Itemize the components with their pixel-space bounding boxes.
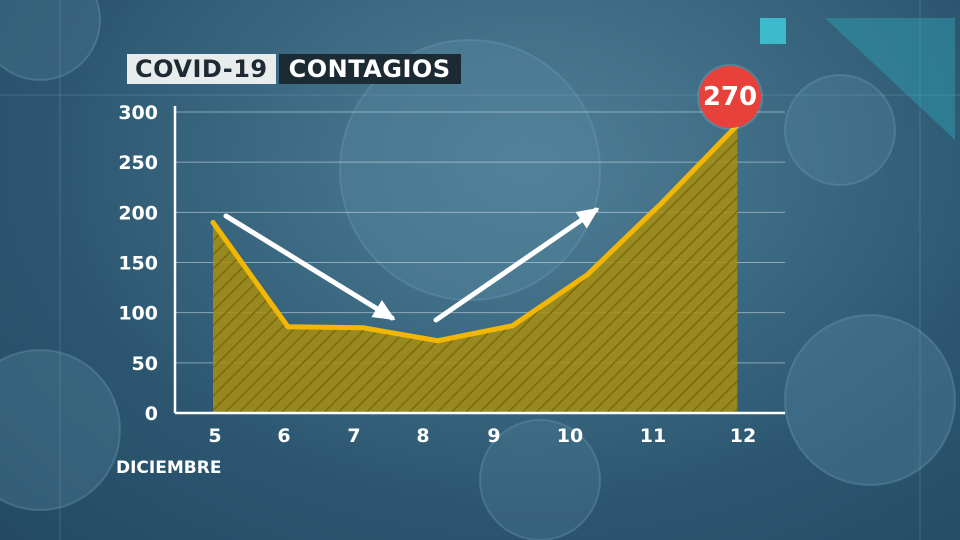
x-axis-label: DICIEMBRE [116, 458, 222, 478]
y-tick-label: 0 [145, 403, 158, 425]
chart-title: COVID-19 CONTAGIOS [127, 54, 461, 84]
y-tick-label: 100 [118, 303, 158, 325]
series-line [210, 122, 740, 344]
y-tick-label: 250 [118, 152, 158, 174]
data-point [511, 324, 515, 328]
arrow-head [575, 207, 600, 229]
trend-arrows [223, 207, 600, 323]
data-point [586, 273, 589, 277]
arrow-up-trend [433, 207, 600, 323]
data-point [286, 325, 290, 329]
y-tick-label: 50 [132, 353, 158, 375]
arrow-shaft [433, 207, 599, 323]
y-tick-label: 300 [118, 102, 158, 124]
data-point [660, 200, 664, 204]
tick-labels: 0 50 100 150 200 250 300 5 6 7 8 9 10 11 12 [118, 102, 756, 447]
x-tick-label: 10 [557, 425, 583, 447]
data-point [436, 339, 440, 343]
axes [173, 106, 785, 415]
arrow-shaft [223, 213, 395, 321]
title-primary: COVID-19 [127, 54, 276, 84]
x-tick-label: 12 [730, 425, 756, 447]
area-series [210, 122, 740, 413]
y-tick-label: 200 [118, 202, 158, 224]
x-tick-label: 6 [277, 425, 290, 447]
x-tick-label: 9 [487, 425, 500, 447]
arrow-head [371, 300, 396, 321]
y-tick-label: 150 [118, 253, 158, 275]
x-tick-label: 11 [640, 425, 666, 447]
title-secondary: CONTAGIOS [278, 54, 461, 84]
peak-value-callout: 270 [699, 66, 761, 128]
x-tick-label: 5 [208, 425, 221, 447]
data-point [361, 326, 365, 330]
area-fill [213, 125, 738, 413]
arrow-down-trend [223, 213, 396, 321]
x-tick-label: 8 [416, 425, 429, 447]
x-tick-label: 7 [347, 425, 360, 447]
data-point [211, 220, 215, 224]
